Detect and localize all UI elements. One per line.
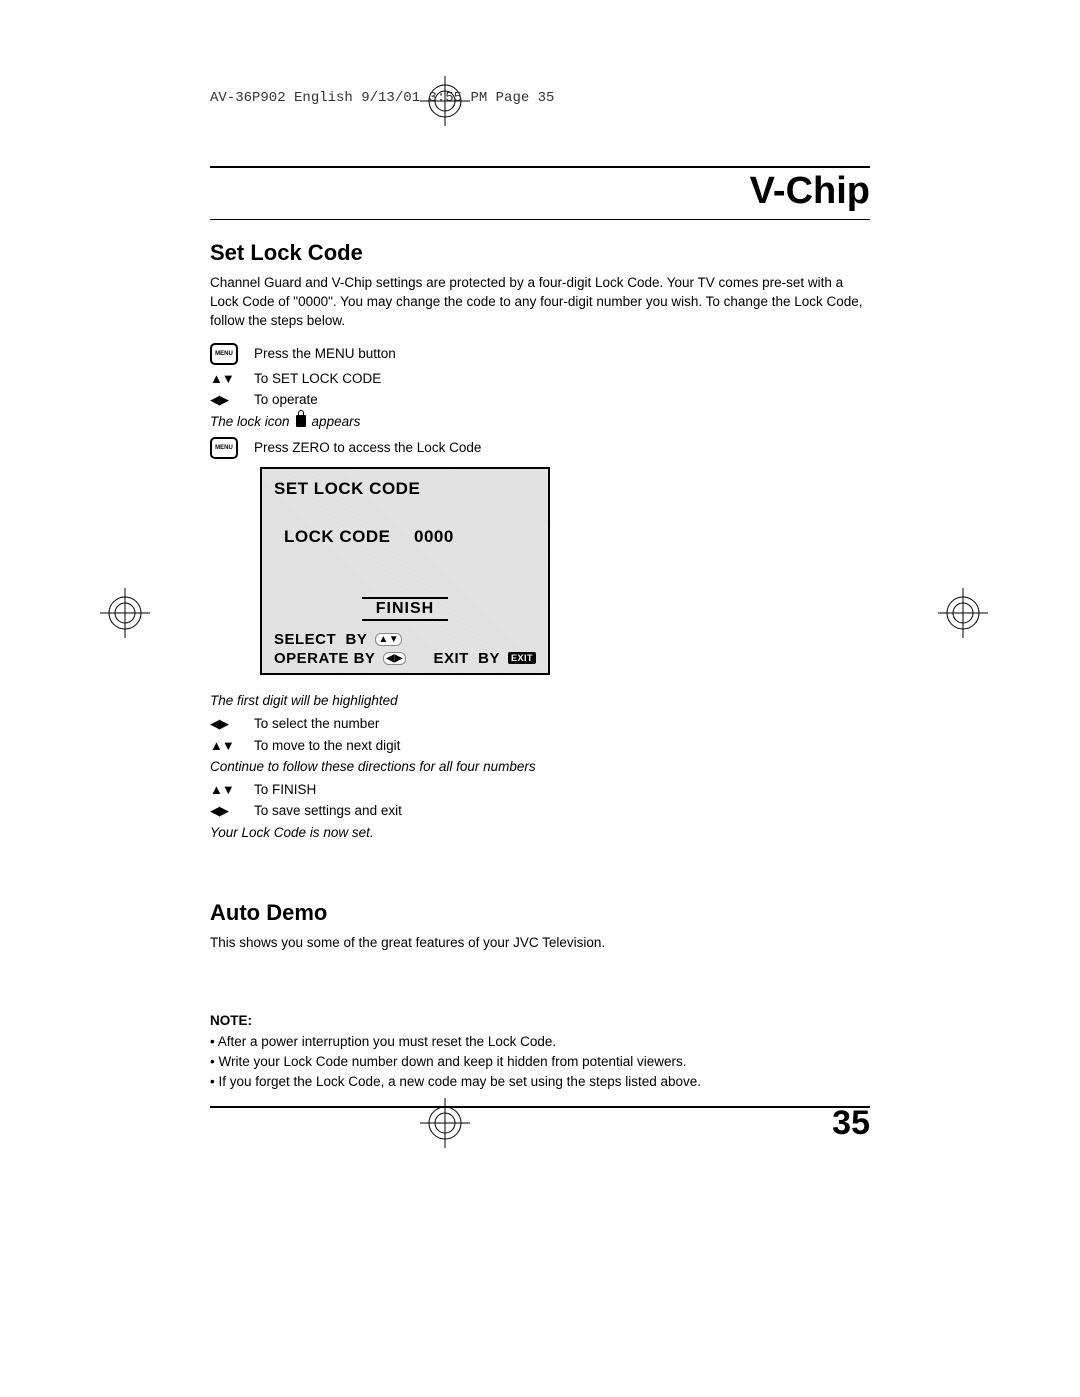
crop-mark-icon [938, 588, 988, 638]
section-title-set-lock-code: Set Lock Code [210, 240, 870, 266]
title-rule: V-Chip [210, 166, 870, 220]
italic-note: The lock icon appears [210, 414, 870, 429]
step-row: ▲▼ To SET LOCK CODE [210, 371, 870, 386]
osd-screen: SET LOCK CODE LOCK CODE 0000 FINISH SELE… [260, 467, 550, 675]
page-number: 35 [832, 1104, 870, 1143]
step-text: Press the MENU button [254, 346, 870, 361]
osd-leftright-icon: ◀▶ [383, 652, 405, 665]
step-row: ◀▶ To operate [210, 392, 870, 408]
note-title: NOTE: [210, 1013, 870, 1028]
leftright-arrow-icon: ◀▶ [210, 803, 228, 819]
leftright-arrow-icon: ◀▶ [210, 392, 228, 408]
step-text: To SET LOCK CODE [254, 371, 870, 386]
step-row: Press the MENU button [210, 343, 870, 365]
updown-arrow-icon: ▲▼ [210, 782, 234, 797]
osd-updown-icon: ▲▼ [375, 633, 402, 646]
note-item: • Write your Lock Code number down and k… [210, 1052, 870, 1072]
exit-badge-icon: EXIT [508, 652, 536, 664]
osd-label: LOCK CODE [284, 527, 414, 547]
osd-operate-label: OPERATE BY [274, 650, 375, 667]
italic-note: The first digit will be highlighted [210, 693, 870, 708]
intro-text: Channel Guard and V-Chip settings are pr… [210, 274, 870, 331]
step-row: ◀▶ To select the number [210, 716, 870, 732]
step-text: To move to the next digit [254, 738, 870, 753]
osd-finish-label: FINISH [362, 597, 448, 621]
osd-value: 0000 [414, 527, 454, 547]
menu-button-icon [210, 343, 238, 365]
menu-button-icon [210, 437, 238, 459]
note-text: appears [312, 414, 361, 429]
note-item: • If you forget the Lock Code, a new cod… [210, 1072, 870, 1092]
osd-row: LOCK CODE 0000 [284, 527, 536, 547]
section-title-auto-demo: Auto Demo [210, 900, 870, 926]
step-text: To FINISH [254, 782, 870, 797]
step-text: Press ZERO to access the Lock Code [254, 440, 870, 455]
italic-note: Your Lock Code is now set. [210, 825, 870, 840]
osd-exit-label: EXIT BY [433, 650, 500, 667]
step-text: To operate [254, 392, 870, 407]
updown-arrow-icon: ▲▼ [210, 371, 234, 386]
page-title: V-Chip [210, 170, 870, 213]
footer-rule: 35 [210, 1106, 870, 1143]
auto-demo-text: This shows you some of the great feature… [210, 934, 870, 953]
print-header: AV-36P902 English 9/13/01 3:55 PM Page 3… [210, 90, 870, 106]
step-row: ◀▶ To save settings and exit [210, 803, 870, 819]
note-section: NOTE: • After a power interruption you m… [210, 1013, 870, 1093]
leftright-arrow-icon: ◀▶ [210, 716, 228, 732]
osd-footer: SELECT BY ▲▼ OPERATE BY ◀▶ EXIT BY EXIT [274, 631, 536, 667]
step-row: ▲▼ To FINISH [210, 782, 870, 797]
note-text: The lock icon [210, 414, 290, 429]
step-text: To save settings and exit [254, 803, 870, 818]
osd-select-label: SELECT BY [274, 631, 367, 648]
lock-icon [296, 415, 306, 427]
osd-title: SET LOCK CODE [274, 479, 536, 499]
step-row: Press ZERO to access the Lock Code [210, 437, 870, 459]
updown-arrow-icon: ▲▼ [210, 738, 234, 753]
step-row: ▲▼ To move to the next digit [210, 738, 870, 753]
crop-mark-icon [100, 588, 150, 638]
step-text: To select the number [254, 716, 870, 731]
note-item: • After a power interruption you must re… [210, 1032, 870, 1052]
italic-note: Continue to follow these directions for … [210, 759, 870, 774]
osd-finish: FINISH [274, 597, 536, 621]
